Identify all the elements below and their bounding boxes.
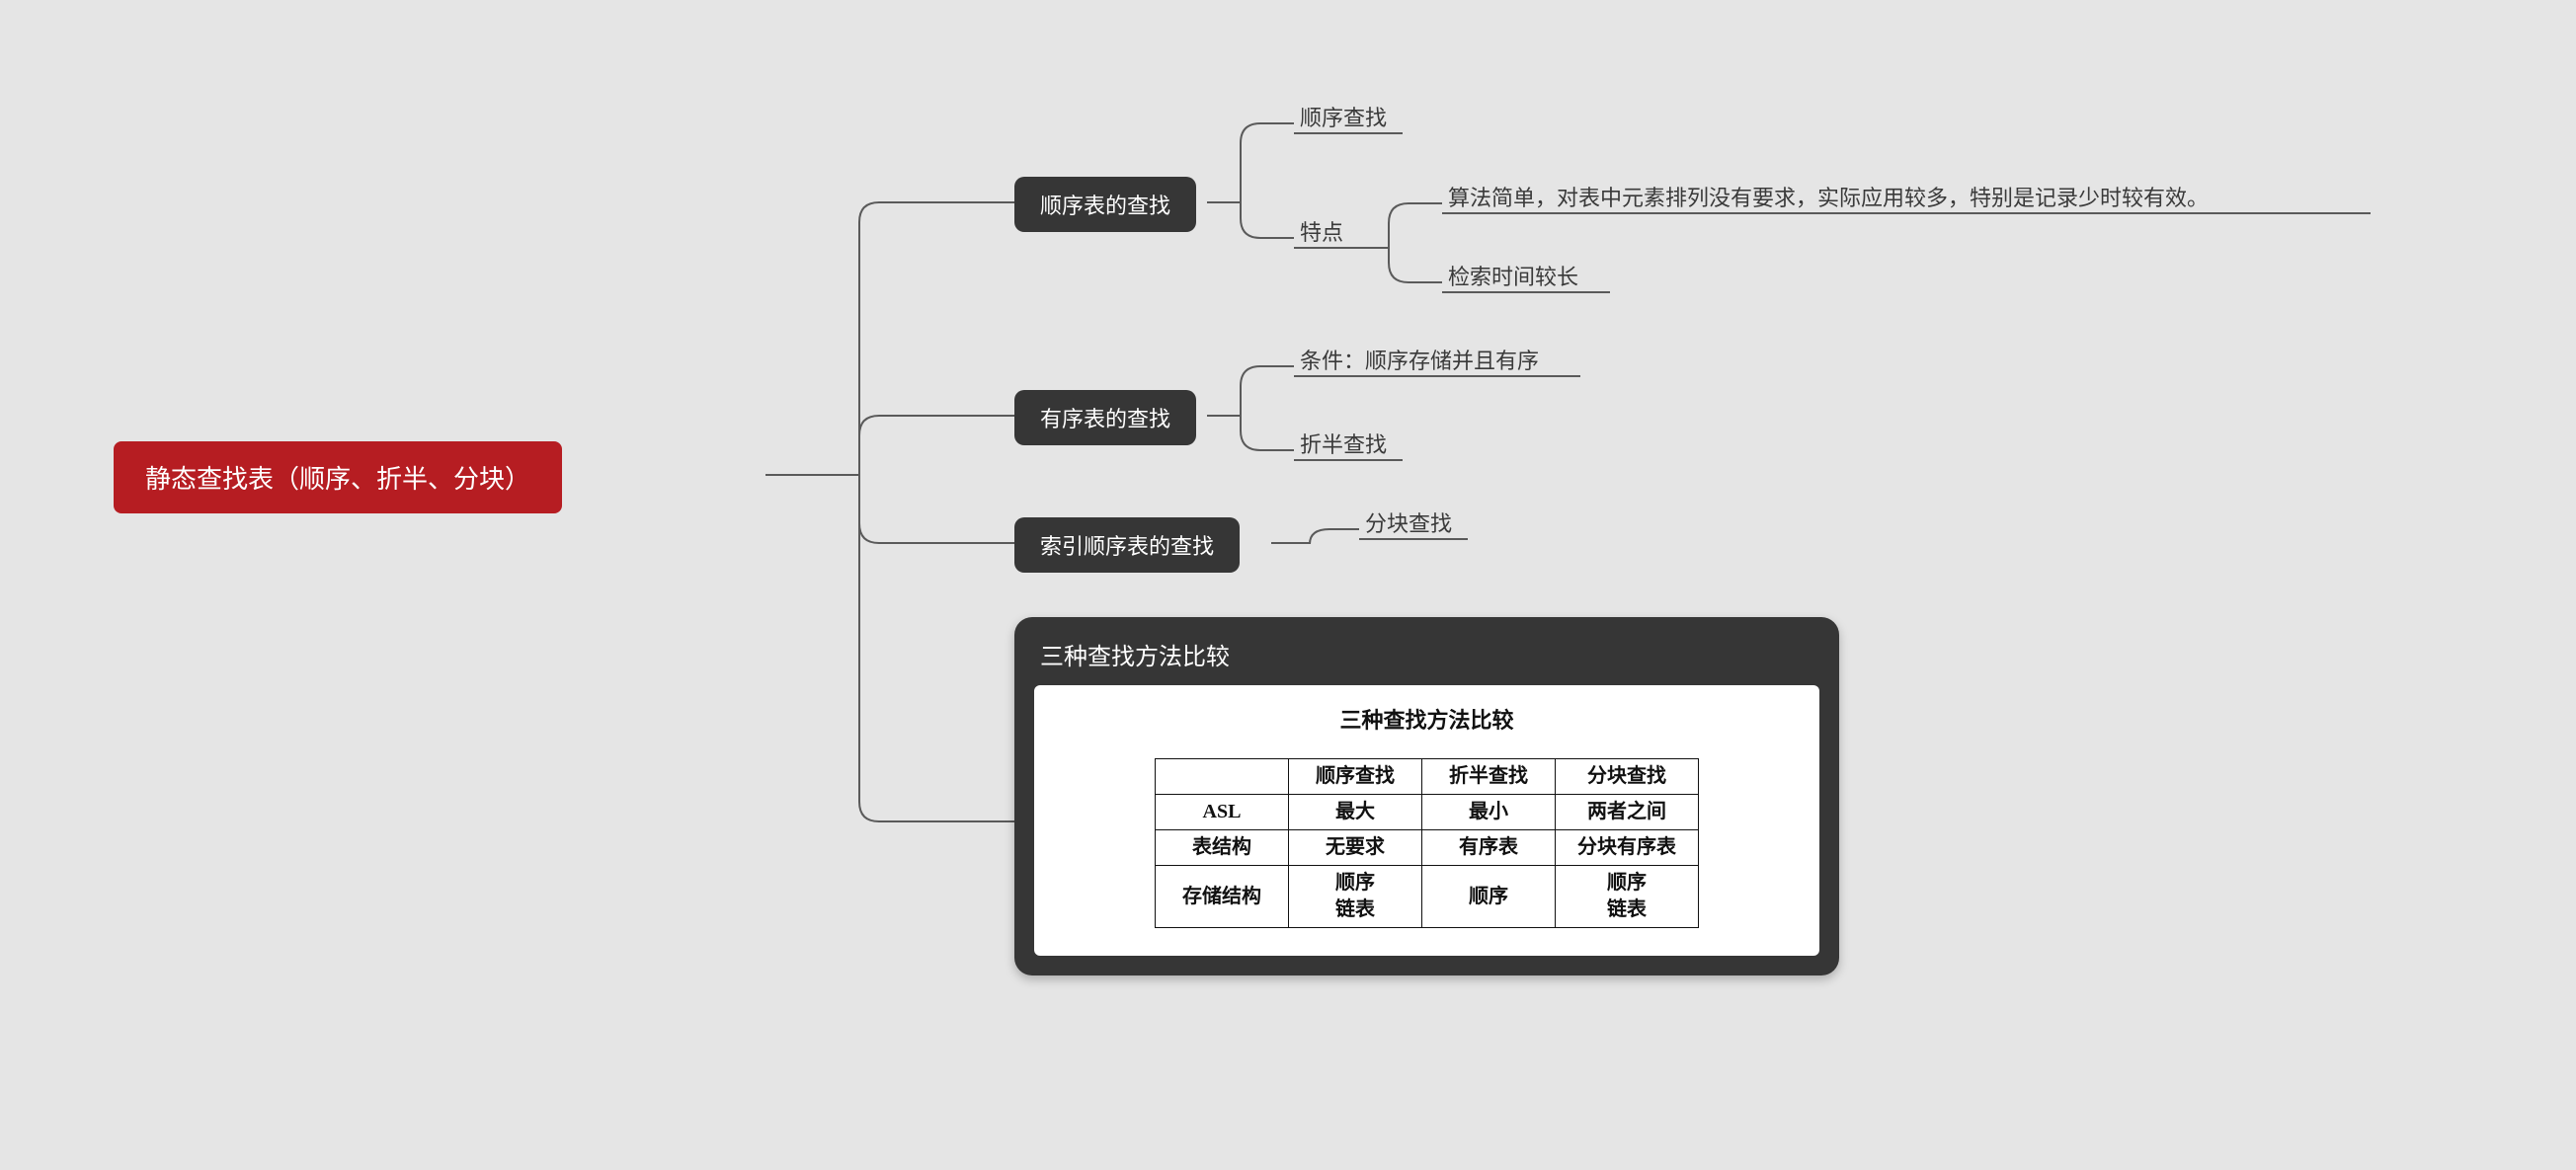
table-cell: 顺序链表 bbox=[1289, 866, 1422, 928]
table-header-cell: 分块查找 bbox=[1556, 759, 1699, 795]
table-cell: 最小 bbox=[1422, 795, 1556, 830]
leaf-ord-cond: 条件：顺序存储并且有序 bbox=[1300, 344, 1539, 375]
table-body: ASL最大最小两者之间表结构无要求有序表分块有序表存储结构顺序链表顺序顺序链表 bbox=[1156, 795, 1699, 928]
table-cell: 最大 bbox=[1289, 795, 1422, 830]
table-cell: 顺序链表 bbox=[1556, 866, 1699, 928]
table-cell: 无要求 bbox=[1289, 830, 1422, 866]
comparison-table: 顺序查找折半查找分块查找 ASL最大最小两者之间表结构无要求有序表分块有序表存储… bbox=[1155, 758, 1699, 928]
table-header-row: 顺序查找折半查找分块查找 bbox=[1156, 759, 1699, 795]
root-node: 静态查找表（顺序、折半、分块） bbox=[114, 441, 562, 513]
branch-seq: 顺序表的查找 bbox=[1014, 177, 1196, 232]
table-row: 存储结构顺序链表顺序顺序链表 bbox=[1156, 866, 1699, 928]
table-row: 表结构无要求有序表分块有序表 bbox=[1156, 830, 1699, 866]
branch-idx: 索引顺序表的查找 bbox=[1014, 517, 1240, 573]
table-row: ASL最大最小两者之间 bbox=[1156, 795, 1699, 830]
table-title: 三种查找方法比较 bbox=[1070, 703, 1784, 735]
connectors bbox=[0, 0, 2576, 1170]
table-cell: 分块有序表 bbox=[1556, 830, 1699, 866]
panel-body: 三种查找方法比较 顺序查找折半查找分块查找 ASL最大最小两者之间表结构无要求有… bbox=[1034, 685, 1819, 956]
branch-ord-label: 有序表的查找 bbox=[1040, 407, 1170, 431]
leaf-idx-block: 分块查找 bbox=[1365, 507, 1452, 538]
table-header-cell: 折半查找 bbox=[1422, 759, 1556, 795]
leaf-feature-2: 检索时间较长 bbox=[1448, 260, 1578, 291]
table-cell: 表结构 bbox=[1156, 830, 1289, 866]
leaf-feature-1: 算法简单，对表中元素排列没有要求，实际应用较多，特别是记录少时较有效。 bbox=[1448, 181, 2209, 212]
table-header-cell bbox=[1156, 759, 1289, 795]
table-cell: ASL bbox=[1156, 795, 1289, 830]
leaf-seq-search: 顺序查找 bbox=[1300, 101, 1387, 132]
branch-ord: 有序表的查找 bbox=[1014, 390, 1196, 445]
mid-feature: 特点 bbox=[1300, 215, 1343, 247]
table-header-cell: 顺序查找 bbox=[1289, 759, 1422, 795]
branch-seq-label: 顺序表的查找 bbox=[1040, 194, 1170, 218]
branch-idx-label: 索引顺序表的查找 bbox=[1040, 534, 1214, 559]
table-cell: 两者之间 bbox=[1556, 795, 1699, 830]
table-cell: 顺序 bbox=[1422, 866, 1556, 928]
branch-cmp-panel: 三种查找方法比较 三种查找方法比较 顺序查找折半查找分块查找 ASL最大最小两者… bbox=[1014, 617, 1839, 975]
panel-title: 三种查找方法比较 bbox=[1040, 637, 1813, 671]
table-cell: 有序表 bbox=[1422, 830, 1556, 866]
leaf-ord-binary: 折半查找 bbox=[1300, 428, 1387, 459]
root-label: 静态查找表（顺序、折半、分块） bbox=[145, 464, 530, 494]
table-cell: 存储结构 bbox=[1156, 866, 1289, 928]
